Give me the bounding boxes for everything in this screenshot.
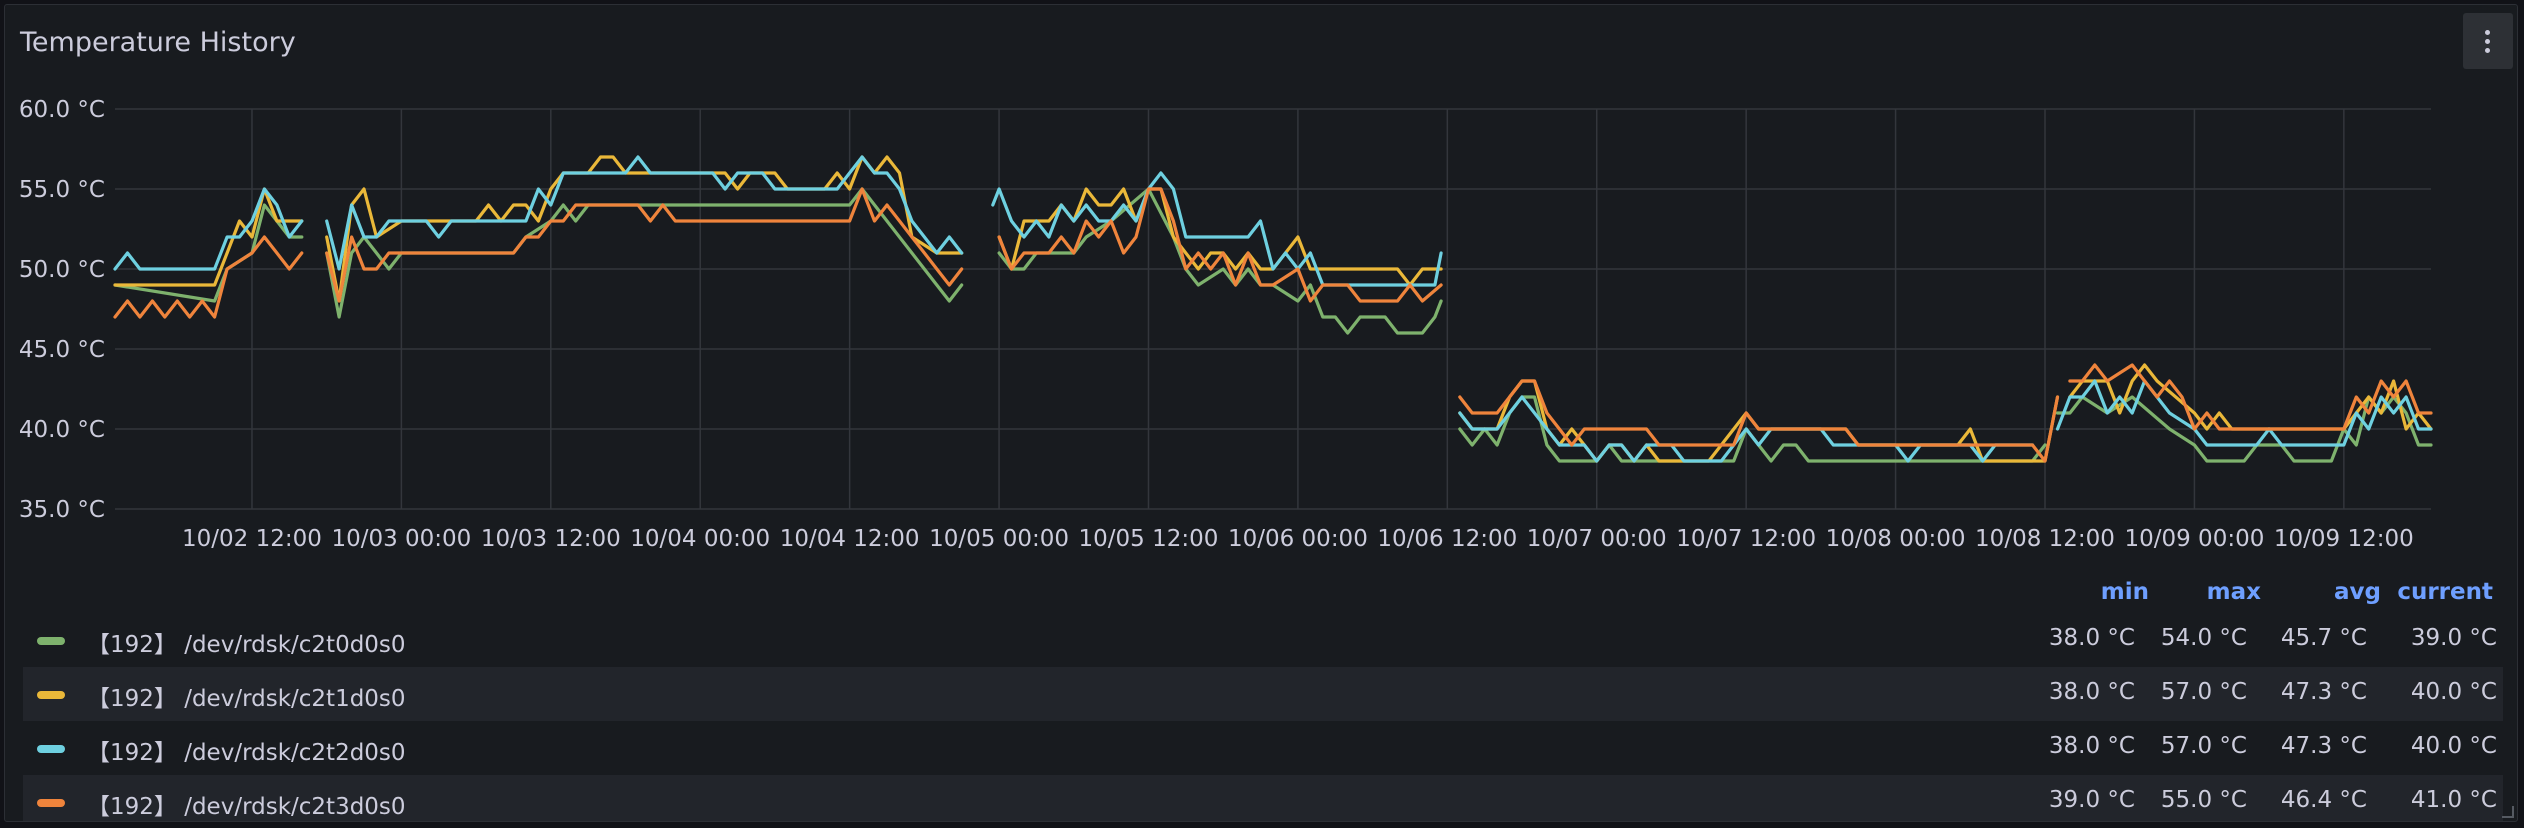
series-line-1 (2068, 363, 2433, 431)
x-tick-label: 10/07 12:00 (1676, 526, 1816, 552)
kebab-menu-icon-dot (2485, 48, 2490, 53)
y-tick-label: 45.0 °C (19, 337, 105, 363)
x-tick-label: 10/06 12:00 (1377, 526, 1517, 552)
temperature-chart[interactable]: 35.0 °C 40.0 °C 45.0 °C 50.0 °C 55.0 °C 60.0 … (5, 5, 2518, 565)
series-avg: 47.3 °C (2280, 679, 2367, 705)
x-tick-label: 10/03 00:00 (331, 526, 471, 552)
series-color-swatch (37, 637, 65, 645)
series-line-3 (997, 187, 1443, 303)
temperature-panel: Temperature History 35.0 °C 40.0 °C 45.0 °… (4, 4, 2518, 822)
series-line-0 (997, 187, 1443, 335)
resize-handle[interactable] (2502, 806, 2514, 818)
series-max: 54.0 °C (2160, 625, 2247, 651)
series-min: 39.0 °C (2048, 787, 2135, 813)
panel-title: Temperature History (20, 27, 296, 58)
series-color-swatch (37, 745, 65, 753)
series-line-0 (325, 187, 964, 319)
x-tick-label: 10/09 00:00 (2124, 526, 2264, 552)
series-avg: 46.4 °C (2280, 787, 2367, 813)
series-current: 39.0 °C (2410, 625, 2497, 651)
legend-header-min[interactable]: min (2100, 579, 2149, 605)
x-tick-label: 10/02 12:00 (182, 526, 322, 552)
series-name[interactable]: 【192】 /dev/rdsk/c2t1d0s0 (87, 686, 406, 712)
series-line-3 (113, 235, 304, 319)
y-tick-label: 40.0 °C (19, 417, 105, 443)
series-max: 57.0 °C (2160, 679, 2247, 705)
series-avg: 47.3 °C (2280, 733, 2367, 759)
series-current: 40.0 °C (2410, 679, 2497, 705)
x-tick-label: 10/05 00:00 (929, 526, 1069, 552)
series-name[interactable]: 【192】 /dev/rdsk/c2t0d0s0 (87, 632, 406, 658)
series-line-3 (2068, 363, 2433, 431)
x-tick-label: 10/05 12:00 (1079, 526, 1219, 552)
y-tick-label: 60.0 °C (19, 97, 105, 123)
legend-row[interactable]: 【192】 /dev/rdsk/c2t3d0s0 39.0 °C 55.0 °C… (23, 775, 2503, 821)
x-tick-label: 10/08 12:00 (1975, 526, 2115, 552)
x-tick-label: 10/06 00:00 (1228, 526, 1368, 552)
series-line-2 (2055, 379, 2433, 447)
series-name[interactable]: 【192】 /dev/rdsk/c2t3d0s0 (87, 794, 406, 820)
x-tick-label: 10/07 00:00 (1527, 526, 1667, 552)
x-tick-label: 10/08 00:00 (1826, 526, 1966, 552)
series-line-3 (325, 187, 964, 303)
y-tick-label: 55.0 °C (19, 177, 105, 203)
legend-row[interactable]: 【192】 /dev/rdsk/c2t1d0s0 38.0 °C 57.0 °C… (23, 667, 2503, 721)
series-current: 40.0 °C (2410, 733, 2497, 759)
series-line-2 (991, 171, 1443, 287)
series-avg: 45.7 °C (2280, 625, 2367, 651)
series-min: 38.0 °C (2048, 625, 2135, 651)
series-current: 41.0 °C (2410, 787, 2497, 813)
series-min: 38.0 °C (2048, 733, 2135, 759)
legend-row[interactable]: 【192】 /dev/rdsk/c2t0d0s0 38.0 °C 54.0 °C… (23, 613, 2503, 667)
y-tick-label: 50.0 °C (19, 257, 105, 283)
x-tick-label: 10/09 12:00 (2274, 526, 2414, 552)
y-tick-label: 35.0 °C (19, 497, 105, 523)
series-line-2 (1458, 395, 2035, 463)
series-line-2 (325, 155, 964, 271)
x-tick-label: 10/04 00:00 (630, 526, 770, 552)
series-max: 57.0 °C (2160, 733, 2247, 759)
legend-header-current[interactable]: current (2397, 579, 2493, 605)
x-tick-label: 10/03 12:00 (481, 526, 621, 552)
series-name[interactable]: 【192】 /dev/rdsk/c2t2d0s0 (87, 740, 406, 766)
series-min: 38.0 °C (2048, 679, 2135, 705)
legend-header-avg[interactable]: avg (2334, 579, 2381, 605)
kebab-menu-icon (2485, 30, 2490, 35)
series-line-2 (113, 187, 304, 271)
legend-header-max[interactable]: max (2206, 579, 2261, 605)
kebab-menu-icon-dot (2485, 39, 2490, 44)
legend-row[interactable]: 【192】 /dev/rdsk/c2t2d0s0 38.0 °C 57.0 °C… (23, 721, 2503, 775)
series-line-1 (325, 155, 964, 303)
panel-menu-button[interactable] (2463, 13, 2513, 69)
series-max: 55.0 °C (2160, 787, 2247, 813)
series-color-swatch (37, 799, 65, 807)
series-line-3 (1458, 379, 2060, 463)
series-line-0 (113, 203, 304, 303)
series-color-swatch (37, 691, 65, 699)
x-tick-label: 10/04 12:00 (780, 526, 920, 552)
legend: min max avg current 【192】 /dev/rdsk/c2t0… (5, 5, 2517, 821)
